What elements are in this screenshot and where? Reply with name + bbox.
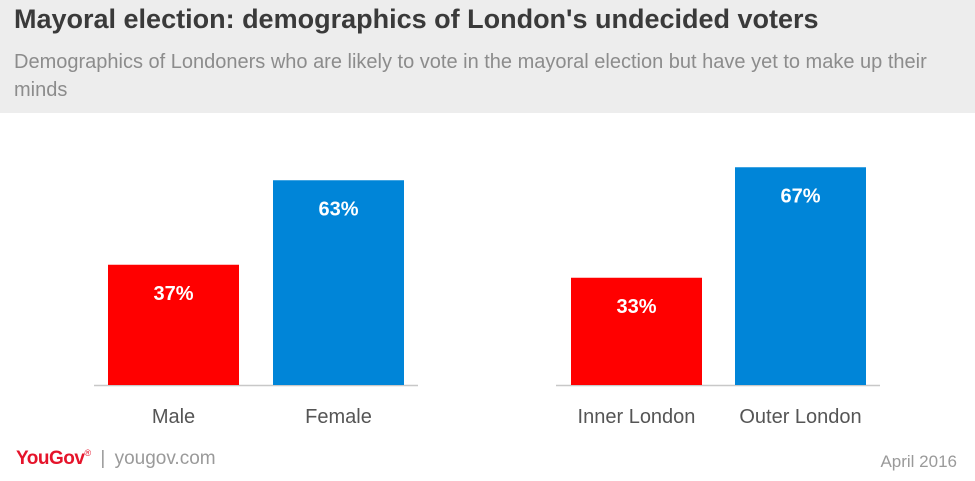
data-label: 33% <box>616 296 656 318</box>
data-label: 67% <box>780 185 820 207</box>
bar-female <box>273 180 404 385</box>
category-label: Female <box>305 406 372 428</box>
footer-date: April 2016 <box>880 452 957 471</box>
yougov-logo: YouGov <box>16 448 85 469</box>
category-label: Inner London <box>578 406 696 428</box>
footer-separator: | <box>100 448 106 469</box>
bar-male <box>108 264 239 385</box>
bar-inner-london <box>571 277 702 385</box>
data-label: 37% <box>153 283 193 305</box>
header-band: Mayoral election: demographics of London… <box>0 0 975 113</box>
chart-subtitle: Demographics of Londoners who are likely… <box>14 51 927 101</box>
registered-mark-icon: ® <box>84 448 92 458</box>
footer-site: yougov.com <box>114 448 216 469</box>
bar-outer-london <box>735 167 866 385</box>
chart-title: Mayoral election: demographics of London… <box>14 4 819 34</box>
category-label: Outer London <box>739 406 861 428</box>
data-label: 63% <box>318 198 358 220</box>
category-label: Male <box>152 406 195 428</box>
footer-source: YouGov® | yougov.com <box>16 448 216 470</box>
